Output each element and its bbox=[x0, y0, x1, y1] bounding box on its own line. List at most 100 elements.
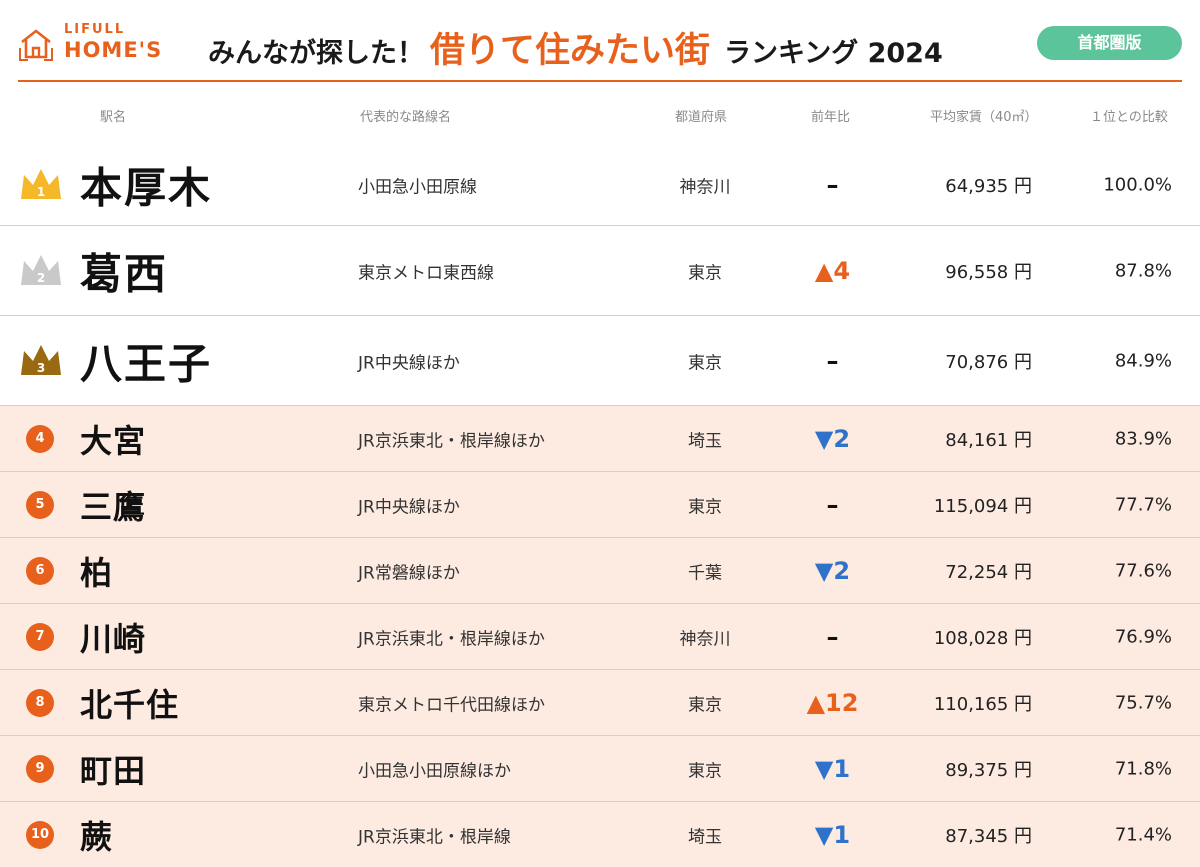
prefecture: 神奈川 bbox=[679, 177, 731, 197]
ratio-to-first: 75.7% bbox=[1114, 692, 1172, 713]
lifull-homes-logo: LIFULL HOME'S bbox=[18, 22, 188, 66]
table-row: 1 本厚木 小田急小田原線 神奈川 – 64,935 円 100.0% bbox=[0, 144, 1200, 225]
average-rent: 108,028 円 bbox=[933, 627, 1032, 649]
station-name: 川崎 bbox=[80, 619, 147, 658]
page-title: みんなが探した！ 借りて住みたい街 ランキング 2024 bbox=[208, 22, 943, 71]
table-row: 5 三鷹 JR中央線ほか 東京 – 115,094 円 77.7% bbox=[0, 471, 1200, 537]
yoy-change: ▼2 bbox=[814, 556, 851, 585]
line-name: JR京浜東北・根岸線ほか bbox=[358, 431, 545, 451]
crown-icon: 3 bbox=[18, 341, 64, 381]
line-name: JR京浜東北・根岸線ほか bbox=[358, 629, 545, 649]
rank-badge: 9 bbox=[26, 754, 54, 783]
ratio-to-first: 100.0% bbox=[1103, 174, 1172, 195]
table-row: 2 葛西 東京メトロ東西線 東京 ▲4 96,558 円 87.8% bbox=[0, 225, 1200, 315]
yoy-change: – bbox=[826, 490, 839, 519]
station-name: 三鷹 bbox=[80, 487, 147, 526]
house-icon bbox=[19, 29, 53, 61]
ratio-to-first: 87.8% bbox=[1114, 260, 1172, 281]
yoy-change: ▼2 bbox=[814, 424, 851, 453]
title-prefix: みんなが探した！ bbox=[208, 38, 424, 69]
prefecture: 埼玉 bbox=[688, 827, 722, 847]
ratio-to-first: 71.8% bbox=[1114, 758, 1172, 779]
col-rent: 平均家賃（40㎡） bbox=[930, 110, 1038, 125]
prefecture: 東京 bbox=[688, 497, 722, 517]
line-name: JR常磐線ほか bbox=[358, 563, 460, 583]
crown-icon: 2 bbox=[18, 251, 64, 291]
table-row: 8 北千住 東京メトロ千代田線ほか 東京 ▲12 110,165 円 75.7% bbox=[0, 669, 1200, 735]
line-name: JR中央線ほか bbox=[358, 353, 460, 373]
table-row: 10 蕨 JR京浜東北・根岸線 埼玉 ▼1 87,345 円 71.4% bbox=[0, 801, 1200, 867]
rank-badge: 8 bbox=[26, 688, 54, 717]
rank-badge: 4 bbox=[26, 424, 54, 453]
prefecture: 東京 bbox=[688, 353, 722, 373]
average-rent: 110,165 円 bbox=[933, 693, 1032, 715]
station-name: 柏 bbox=[80, 553, 114, 592]
yoy-change: – bbox=[826, 170, 839, 199]
prefecture: 東京 bbox=[688, 695, 722, 715]
table-row: 6 柏 JR常磐線ほか 千葉 ▼2 72,254 円 77.6% bbox=[0, 537, 1200, 603]
yoy-change: ▲4 bbox=[814, 256, 851, 285]
rank-number: 1 bbox=[36, 184, 46, 199]
col-prefecture: 都道府県 bbox=[675, 110, 728, 125]
station-name: 本厚木 bbox=[80, 163, 213, 212]
col-ratio: １位との比較 bbox=[1090, 110, 1168, 125]
col-line: 代表的な路線名 bbox=[360, 110, 452, 125]
table-row: 9 町田 小田急小田原線ほか 東京 ▼1 89,375 円 71.8% bbox=[0, 735, 1200, 801]
line-name: JR中央線ほか bbox=[358, 497, 460, 517]
average-rent: 64,935 円 bbox=[945, 175, 1032, 197]
ratio-to-first: 84.9% bbox=[1114, 350, 1172, 371]
table-row: 3 八王子 JR中央線ほか 東京 – 70,876 円 84.9% bbox=[0, 315, 1200, 405]
station-name: 町田 bbox=[80, 751, 147, 790]
ratio-to-first: 76.9% bbox=[1114, 626, 1172, 647]
rank-badge: 7 bbox=[26, 622, 54, 651]
ratio-to-first: 77.6% bbox=[1114, 560, 1172, 581]
col-change: 前年比 bbox=[811, 110, 851, 125]
ratio-to-first: 77.7% bbox=[1114, 494, 1172, 515]
line-name: 小田急小田原線ほか bbox=[358, 761, 511, 781]
yoy-change: ▼1 bbox=[814, 754, 851, 783]
brand-big: HOME'S bbox=[64, 38, 163, 62]
station-name: 八王子 bbox=[80, 339, 213, 388]
average-rent: 84,161 円 bbox=[945, 429, 1032, 451]
yoy-change: ▼1 bbox=[814, 820, 851, 849]
line-name: 小田急小田原線 bbox=[358, 177, 477, 197]
prefecture: 神奈川 bbox=[679, 629, 731, 649]
average-rent: 87,345 円 bbox=[945, 825, 1032, 847]
rank-badge: 6 bbox=[26, 556, 54, 585]
station-name: 大宮 bbox=[80, 421, 147, 460]
prefecture: 埼玉 bbox=[688, 431, 722, 451]
yoy-change: – bbox=[826, 346, 839, 375]
rank-badge: 10 bbox=[26, 820, 54, 849]
col-station: 駅名 bbox=[100, 110, 127, 125]
title-suffix: ランキング 2024 bbox=[724, 38, 943, 69]
line-name: 東京メトロ東西線 bbox=[358, 263, 494, 283]
rank-number: 2 bbox=[36, 270, 46, 285]
ranking-table: 1 本厚木 小田急小田原線 神奈川 –64,935 円 100.0% 2 葛西 東京メトロ… bbox=[0, 144, 1200, 867]
title-highlight: 借りて住みたい街 bbox=[430, 31, 711, 71]
crown-icon: 1 bbox=[18, 165, 64, 205]
station-name: 北千住 bbox=[80, 685, 180, 724]
prefecture: 千葉 bbox=[688, 563, 722, 583]
average-rent: 115,094 円 bbox=[933, 495, 1032, 517]
prefecture: 東京 bbox=[688, 761, 722, 781]
yoy-change: – bbox=[826, 622, 839, 651]
header: LIFULL HOME'S みんなが探した！ 借りて住みたい街 ランキング 20… bbox=[0, 0, 1200, 82]
ratio-to-first: 83.9% bbox=[1114, 428, 1172, 449]
station-name: 葛西 bbox=[80, 249, 169, 298]
table-row: 7 川崎 JR京浜東北・根岸線ほか 神奈川 – 108,028 円 76.9% bbox=[0, 603, 1200, 669]
prefecture: 東京 bbox=[688, 263, 722, 283]
average-rent: 96,558 円 bbox=[945, 261, 1032, 283]
average-rent: 72,254 円 bbox=[945, 561, 1032, 583]
yoy-change: ▲12 bbox=[806, 688, 859, 717]
header-divider bbox=[18, 80, 1182, 82]
rank-number: 3 bbox=[36, 360, 46, 375]
table-row: 4 大宮 JR京浜東北・根岸線ほか 埼玉 ▼2 84,161 円 83.9% bbox=[0, 405, 1200, 471]
brand-small: LIFULL bbox=[64, 22, 126, 37]
ratio-to-first: 71.4% bbox=[1114, 824, 1172, 845]
average-rent: 70,876 円 bbox=[945, 351, 1032, 373]
region-badge: 首都圏版 bbox=[1037, 26, 1182, 60]
rank-badge: 5 bbox=[26, 490, 54, 519]
station-name: 蕨 bbox=[80, 817, 114, 856]
line-name: 東京メトロ千代田線ほか bbox=[358, 695, 545, 715]
column-headers: 駅名 代表的な路線名 都道府県 前年比 平均家賃（40㎡） １位との比較 bbox=[0, 82, 1200, 144]
